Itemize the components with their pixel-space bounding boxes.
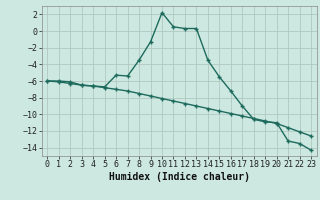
X-axis label: Humidex (Indice chaleur): Humidex (Indice chaleur): [109, 172, 250, 182]
